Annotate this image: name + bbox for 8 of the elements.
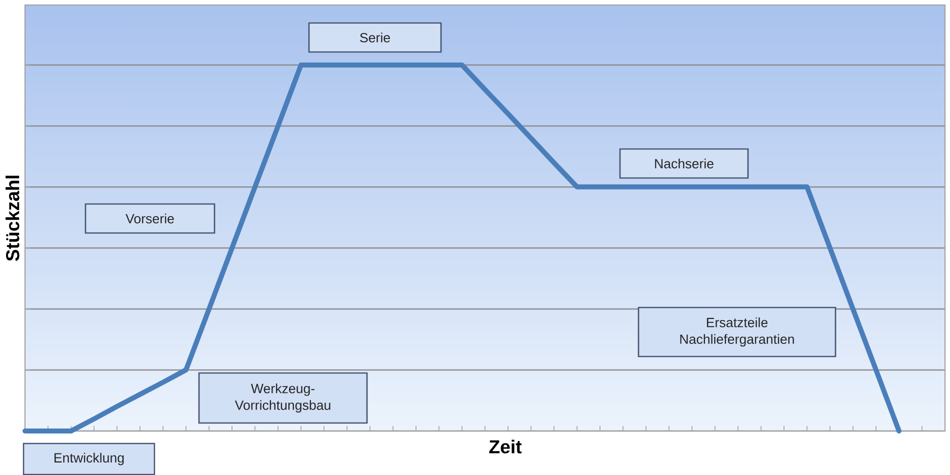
x-axis-title: Zeit — [489, 440, 522, 454]
annotation: Ersatzteile Nachliefergarantien — [680, 317, 794, 347]
annotation: Vorserie — [126, 214, 174, 224]
annotation: Werkzeug- Vorrichtungsbau — [234, 383, 330, 413]
annotation: Nachserie — [655, 158, 714, 168]
text: Entwicklung — [54, 452, 124, 466]
y-axis-title: Stückzahl — [6, 176, 20, 262]
text: Serie — [360, 32, 390, 42]
